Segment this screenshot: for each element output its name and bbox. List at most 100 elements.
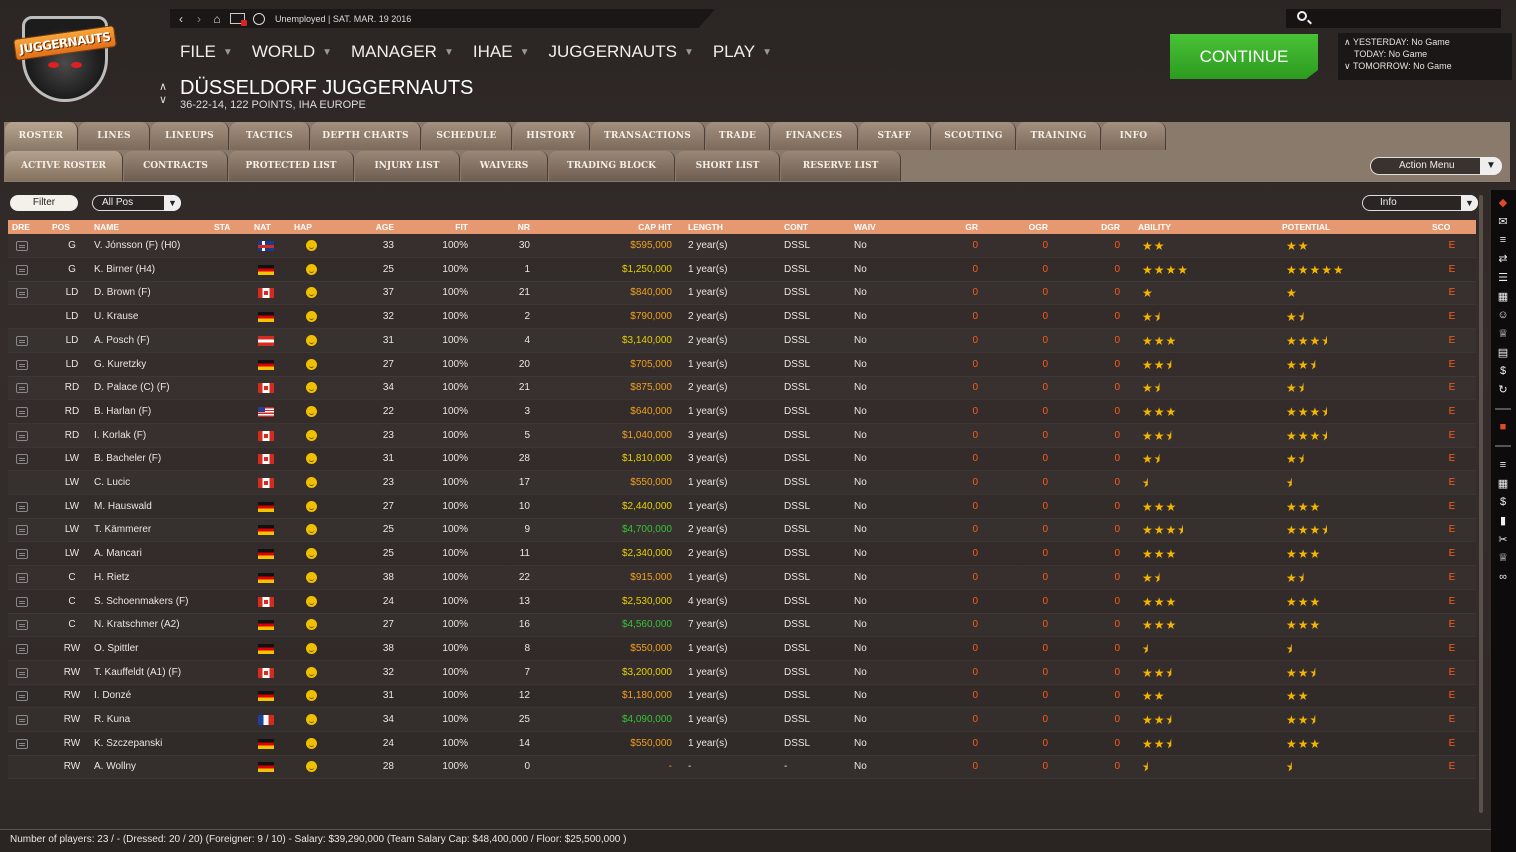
view-select[interactable]: Info ▼ [1362, 195, 1478, 211]
subtab-trading-block[interactable]: TRADING BLOCK [549, 151, 675, 181]
subtab-waivers[interactable]: WAIVERS [461, 151, 548, 181]
column-header-ability[interactable]: ABILITY [1138, 222, 1172, 232]
search-input[interactable] [1286, 9, 1501, 28]
dressed-icon[interactable] [16, 501, 28, 512]
player-name[interactable]: C. Lucic [94, 477, 131, 488]
table-row[interactable]: LW A. Mancari 25 100% 11 $2,340,000 2 year(s) D… [8, 542, 1476, 567]
continue-button[interactable]: CONTINUE [1170, 34, 1318, 79]
dressed-icon[interactable] [16, 643, 28, 654]
toolbar-scissors-icon[interactable]: ✂ [1498, 533, 1508, 546]
column-header-cont[interactable]: CONT [784, 222, 809, 232]
toolbar-team-icon[interactable]: ◆ [1498, 197, 1508, 209]
tab-history[interactable]: HISTORY [513, 122, 590, 150]
action-menu-dropdown[interactable]: Action Menu ▼ [1370, 157, 1502, 175]
dressed-icon[interactable] [16, 715, 28, 725]
column-header-pos[interactable]: POS [52, 222, 70, 232]
column-header-waiv[interactable]: WAIV [854, 222, 876, 232]
table-row[interactable]: RD D. Palace (C) (F) 34 100% 21 $875,000 2 yea… [8, 376, 1476, 401]
table-row[interactable]: G V. Jónsson (F) (H0) 33 100% 30 $595,000 2 ye… [8, 234, 1476, 258]
tab-trade[interactable]: TRADE [706, 122, 770, 150]
player-name[interactable]: G. Kuretzky [94, 358, 147, 370]
dressed-icon[interactable] [16, 454, 28, 465]
toolbar-trophy-icon[interactable]: ♕ [1498, 552, 1508, 565]
dressed-icon[interactable] [16, 691, 28, 702]
player-name[interactable]: N. Kratschmer (A2) [94, 619, 180, 631]
table-row[interactable]: LD G. Kuretzky 27 100% 20 $705,000 1 year(s) DS… [8, 353, 1476, 377]
column-header-hap[interactable]: HAP [294, 222, 312, 232]
table-row[interactable]: RW A. Wollny 28 100% 0 - - - No 0 0 0 ⯨ ⯨ E [8, 755, 1476, 780]
dressed-icon[interactable] [16, 596, 28, 607]
player-name[interactable]: I. Donzé [94, 690, 132, 702]
player-name[interactable]: S. Schoenmakers (F) [94, 595, 189, 607]
player-name[interactable]: D. Palace (C) (F) [94, 382, 170, 394]
dressed-icon[interactable] [16, 525, 28, 536]
table-row[interactable]: G K. Birner (H4) 25 100% 1 $1,250,000 1 year(s… [8, 258, 1476, 282]
forward-icon[interactable]: › [197, 11, 201, 26]
tab-info[interactable]: INFO [1102, 122, 1166, 150]
column-header-sta[interactable]: STA [214, 222, 231, 232]
toolbar-menu-icon[interactable]: ☰ [1498, 271, 1508, 284]
dressed-icon[interactable] [16, 738, 28, 749]
table-row[interactable]: RW I. Donzé 31 100% 12 $1,180,000 1 year(s) DSS… [8, 684, 1476, 709]
team-logo[interactable]: JUGGERNAUTS [12, 10, 118, 104]
table-row[interactable]: LD A. Posch (F) 31 100% 4 $3,140,000 2 year(s)… [8, 329, 1476, 353]
table-row[interactable]: RW T. Kauffeldt (A1) (F) 32 100% 7 $3,200,000… [8, 661, 1476, 685]
player-name[interactable]: V. Jónsson (F) (H0) [94, 240, 181, 251]
dressed-icon[interactable] [16, 406, 28, 417]
column-header-fit[interactable]: FIT [455, 222, 468, 232]
table-row[interactable]: LD D. Brown (F) 37 100% 21 $840,000 1 year(s) D… [8, 281, 1476, 306]
table-row[interactable]: RD B. Harlan (F) 22 100% 3 $640,000 1 year(s) D… [8, 400, 1476, 424]
toolbar-grid-icon[interactable]: ▦ [1497, 290, 1509, 303]
subtab-protected-list[interactable]: PROTECTED LIST [229, 151, 354, 181]
player-name[interactable]: R. Kuna [94, 714, 131, 725]
toolbar-red-card-icon[interactable]: ■ [1499, 421, 1507, 434]
back-icon[interactable]: ‹ [179, 11, 183, 26]
tab-staff[interactable]: STAFF [859, 122, 931, 150]
search-icon[interactable] [1297, 11, 1307, 21]
toolbar-user-money-icon[interactable]: $ [1499, 365, 1507, 378]
table-row[interactable]: RW O. Spittler 38 100% 8 $550,000 1 year(s) DSS… [8, 637, 1476, 661]
dressed-icon[interactable] [16, 264, 28, 275]
schedule-yesterday[interactable]: ∧ YESTERDAY: No Game [1344, 37, 1450, 48]
table-row[interactable]: LW B. Bacheler (F) 31 100% 28 $1,810,000 3 yea… [8, 447, 1476, 472]
table-row[interactable]: C N. Kratschmer (A2) 27 100% 16 $4,560,000 7 y… [8, 613, 1476, 638]
column-header-name[interactable]: NAME [94, 222, 120, 232]
table-scrollbar[interactable] [1479, 195, 1483, 813]
player-name[interactable]: I. Korlak (F) [94, 429, 147, 441]
dressed-icon[interactable] [16, 620, 28, 631]
column-header-length[interactable]: LENGTH [688, 222, 723, 232]
schedule-tomorrow[interactable]: ∨ TOMORROW: No Game [1344, 61, 1452, 72]
tab-schedule[interactable]: SCHEDULE [422, 122, 512, 150]
table-row[interactable]: LW C. Lucic 23 100% 17 $550,000 1 year(s) DSSL N… [8, 471, 1476, 495]
subtab-active-roster[interactable]: ACTIVE ROSTER [5, 151, 123, 181]
table-row[interactable]: RD I. Korlak (F) 23 100% 5 $1,040,000 3 year(s… [8, 424, 1476, 448]
toolbar-notes-icon[interactable]: ▤ [1497, 346, 1509, 359]
home-icon[interactable]: ⌂ [213, 11, 221, 26]
dressed-icon[interactable] [16, 549, 28, 560]
toolbar-refresh-icon[interactable]: ↻ [1498, 384, 1508, 396]
menu-world[interactable]: WORLD ▼ [252, 42, 332, 62]
tab-tactics[interactable]: TACTICS [230, 122, 310, 150]
dressed-icon[interactable] [16, 288, 28, 299]
table-row[interactable]: LW M. Hauswald 27 100% 10 $2,440,000 1 year(s)… [8, 495, 1476, 519]
dressed-icon[interactable] [16, 383, 28, 394]
player-name[interactable]: D. Brown (F) [94, 287, 151, 299]
column-header-nat[interactable]: NAT [254, 222, 271, 232]
subtab-reserve-list[interactable]: RESERVE LIST [781, 151, 901, 181]
table-row[interactable]: C S. Schoenmakers (F) 24 100% 13 $2,530,000 4 … [8, 590, 1476, 614]
player-name[interactable]: O. Spittler [94, 642, 139, 654]
player-name[interactable]: K. Szczepanski [94, 737, 163, 749]
player-name[interactable]: T. Kauffeldt (A1) (F) [94, 666, 182, 678]
toolbar-mail-icon[interactable]: ✉ [1498, 215, 1508, 228]
player-name[interactable]: A. Wollny [94, 761, 137, 773]
dressed-icon[interactable] [16, 572, 28, 583]
menu-juggernauts[interactable]: JUGGERNAUTS ▼ [548, 42, 693, 62]
column-header-sco[interactable]: SCO [1432, 222, 1451, 232]
tab-depth-charts[interactable]: DEPTH CHARTS [311, 122, 421, 150]
player-name[interactable]: B. Bacheler (F) [94, 453, 162, 465]
subtab-injury-list[interactable]: INJURY LIST [355, 151, 460, 181]
player-name[interactable]: A. Mancari [94, 548, 142, 560]
toolbar-chart-icon[interactable]: ▮ [1499, 514, 1507, 527]
table-row[interactable]: C H. Rietz 38 100% 22 $915,000 1 year(s) DSSL No… [8, 566, 1476, 590]
toolbar-people-icon[interactable]: ☺ [1497, 309, 1509, 322]
